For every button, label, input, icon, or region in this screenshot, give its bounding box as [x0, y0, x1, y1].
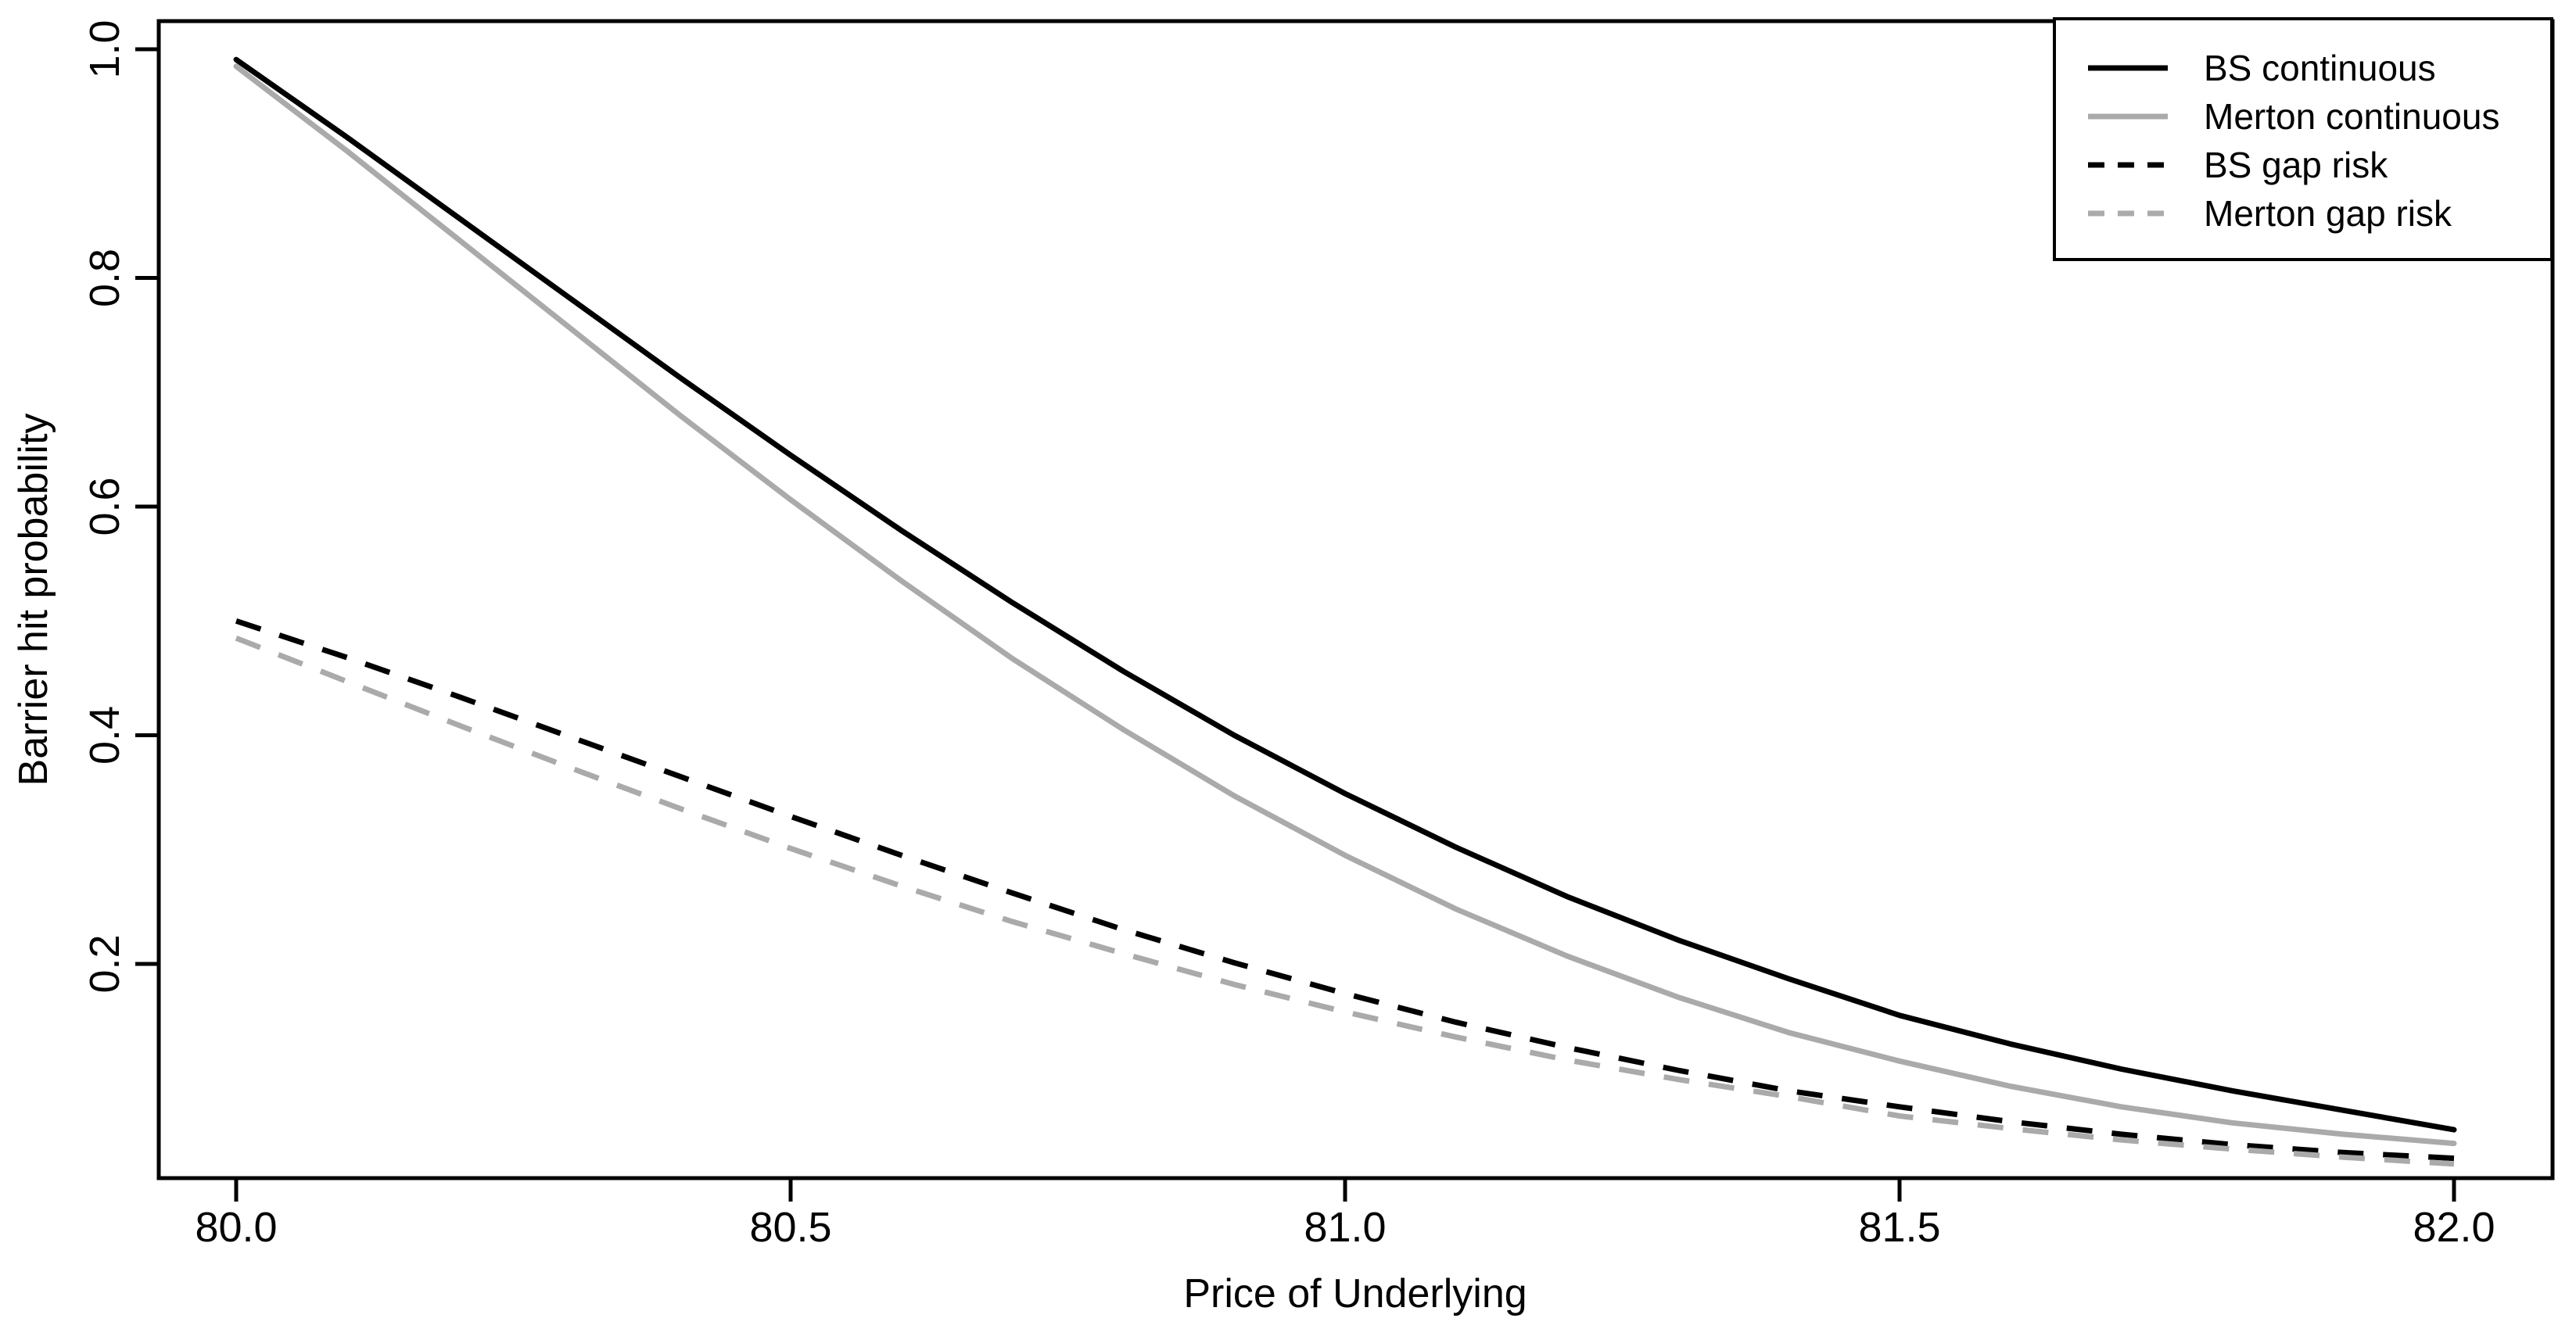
x-tick-label: 82.0: [2413, 1204, 2495, 1251]
x-tick-label: 81.5: [1858, 1204, 1940, 1251]
series-line-bs-continuous: [233, 56, 2457, 1133]
x-tick-label: 81.0: [1304, 1204, 1386, 1251]
y-tick-label: 0.6: [81, 477, 128, 536]
legend: BS continuous Merton continuous BS gap ris…: [2053, 17, 2553, 261]
y-tick-label: 0.8: [81, 249, 128, 307]
y-axis: 0.2 0.4 0.6 0.8 1.0: [81, 20, 159, 994]
legend-label: BS continuous: [2204, 48, 2436, 88]
y-axis-title: Barrier hit probability: [11, 414, 56, 786]
y-tick-label: 0.2: [81, 934, 128, 993]
legend-label: Merton continuous: [2204, 96, 2499, 137]
x-tick-label: 80.5: [749, 1204, 831, 1251]
legend-label: BS gap risk: [2204, 145, 2388, 185]
y-tick-label: 0.4: [81, 706, 128, 765]
y-tick-label: 1.0: [81, 20, 128, 78]
legend-label: Merton gap risk: [2204, 193, 2452, 234]
x-axis-title: Price of Underlying: [1183, 1271, 1527, 1316]
series-line-merton-gap-risk: [235, 635, 2455, 1167]
series-line-bs-gap-risk: [235, 618, 2455, 1162]
plot-border: [156, 19, 2555, 1180]
legend-box: [2053, 17, 2553, 261]
series-lines: [233, 56, 2457, 1167]
x-axis: 80.0 80.5 81.0 81.5 82.0: [195, 1178, 2495, 1251]
series-line-merton-continuous: [233, 63, 2457, 1147]
x-tick-label: 80.0: [195, 1204, 277, 1251]
